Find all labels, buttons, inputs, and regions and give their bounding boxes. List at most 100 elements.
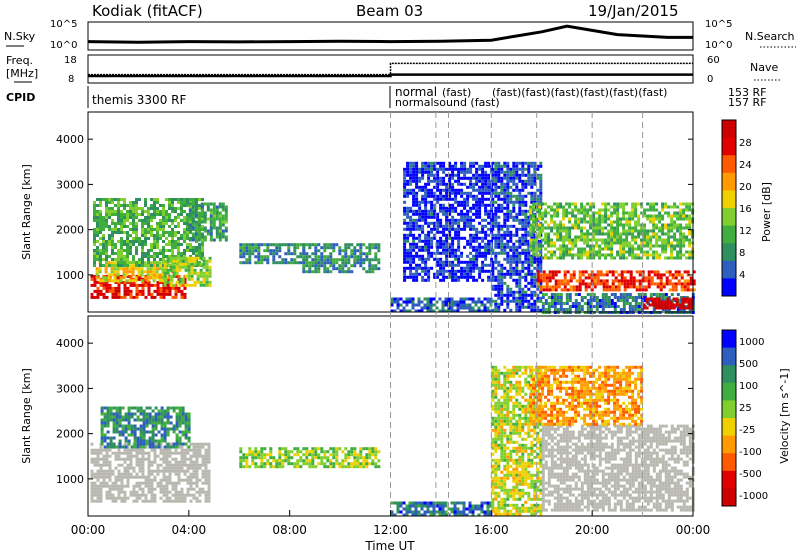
heatmap-cell bbox=[481, 182, 485, 186]
heatmap-cell bbox=[619, 238, 623, 242]
heatmap-cell bbox=[140, 279, 144, 283]
heatmap-cell bbox=[439, 266, 443, 270]
heatmap-cell bbox=[677, 270, 681, 274]
heatmap-cell bbox=[676, 238, 680, 242]
heatmap-cell bbox=[409, 164, 413, 168]
heatmap-cell bbox=[687, 300, 691, 304]
heatmap-cell bbox=[445, 275, 449, 279]
heatmap-cell bbox=[166, 262, 170, 266]
freq-series bbox=[88, 62, 693, 78]
heatmap-cell bbox=[415, 218, 419, 222]
heatmap-cell bbox=[93, 252, 96, 255]
heatmap-cell bbox=[481, 218, 485, 222]
heatmap-cell bbox=[487, 203, 491, 207]
heatmap-cell bbox=[577, 308, 581, 311]
heatmap-cell bbox=[472, 236, 476, 240]
heatmap-cell bbox=[500, 275, 504, 279]
heatmap-cell bbox=[198, 490, 202, 494]
heatmap-cell bbox=[199, 274, 203, 278]
heatmap-cell bbox=[191, 223, 195, 227]
heatmap-cell bbox=[122, 270, 126, 274]
heatmap-cell bbox=[536, 164, 540, 168]
heatmap-cell bbox=[212, 220, 216, 224]
heatmap-cell bbox=[195, 442, 199, 446]
heatmap-cell bbox=[469, 209, 473, 213]
heatmap-cell bbox=[551, 285, 555, 289]
heatmap-cell bbox=[147, 466, 151, 470]
heatmap-cell bbox=[184, 262, 188, 266]
heatmap-cell bbox=[657, 306, 661, 310]
heatmap-cell bbox=[530, 284, 534, 288]
heatmap-cell bbox=[475, 245, 479, 249]
heatmap-cell bbox=[619, 223, 623, 227]
heatmap-cell bbox=[359, 246, 363, 250]
heatmap-cell bbox=[93, 213, 96, 216]
heatmap-cell bbox=[439, 278, 443, 282]
heatmap-cell bbox=[143, 276, 147, 280]
heatmap-cell bbox=[158, 273, 162, 277]
heatmap-cell bbox=[424, 245, 428, 249]
heatmap-cell bbox=[90, 460, 94, 464]
heatmap-cell bbox=[117, 255, 120, 258]
heatmap-cell bbox=[646, 214, 650, 218]
heatmap-cell bbox=[590, 279, 594, 283]
heatmap-cell bbox=[126, 252, 129, 255]
heatmap-cell bbox=[622, 226, 626, 230]
heatmap-cell bbox=[186, 463, 190, 467]
heatmap-cell bbox=[463, 236, 467, 240]
heatmap-cell bbox=[131, 264, 135, 268]
heatmap-cell bbox=[409, 266, 413, 270]
heatmap-cell bbox=[96, 463, 100, 467]
heatmap-cell bbox=[418, 209, 422, 213]
heatmap-cell bbox=[138, 292, 142, 296]
heatmap-cell bbox=[481, 227, 485, 231]
heatmap-cell bbox=[254, 255, 258, 259]
heatmap-cell bbox=[637, 253, 641, 257]
heatmap-cell bbox=[601, 217, 605, 221]
heatmap-cell bbox=[613, 293, 617, 296]
heatmap-cell bbox=[688, 223, 692, 227]
heatmap-cell bbox=[186, 451, 190, 455]
heatmap-cell bbox=[682, 232, 686, 236]
heatmap-cell bbox=[147, 457, 151, 461]
heatmap-cell bbox=[105, 496, 109, 500]
noise-left-label: N.Sky bbox=[4, 30, 36, 43]
heatmap-cell bbox=[439, 224, 443, 228]
heatmap-cell bbox=[628, 293, 632, 296]
heatmap-cell bbox=[527, 260, 531, 264]
heatmap-cell bbox=[616, 241, 620, 245]
heatmap-cell bbox=[159, 292, 163, 296]
heatmap-cell bbox=[666, 300, 670, 304]
heatmap-cell bbox=[442, 194, 446, 198]
heatmap-cell bbox=[631, 235, 635, 239]
heatmap-cell bbox=[442, 224, 446, 228]
heatmap-cell bbox=[150, 207, 153, 210]
heatmap-cell bbox=[150, 219, 153, 222]
heatmap-cell bbox=[189, 493, 193, 497]
heatmap-cell bbox=[628, 226, 632, 230]
heatmap-cell bbox=[679, 241, 683, 245]
heatmap-cell bbox=[515, 197, 519, 201]
heatmap-cell bbox=[140, 267, 144, 271]
heatmap-cell bbox=[326, 246, 330, 250]
heatmap-cell bbox=[533, 236, 537, 240]
heatmap-cell bbox=[518, 257, 522, 261]
heatmap-cell bbox=[168, 255, 171, 258]
heatmap-cell bbox=[472, 161, 476, 165]
heatmap-cell bbox=[105, 246, 108, 249]
heatmap-cell bbox=[521, 185, 525, 189]
heatmap-cell bbox=[664, 256, 668, 260]
heatmap-cell bbox=[102, 295, 106, 299]
heatmap-cell bbox=[202, 262, 206, 266]
heatmap-cell bbox=[178, 283, 182, 287]
heatmap-cell bbox=[171, 201, 174, 204]
heatmap-cell bbox=[550, 244, 554, 248]
heatmap-cell bbox=[460, 260, 464, 264]
heatmap-cell bbox=[463, 191, 467, 195]
heatmap-cell bbox=[577, 256, 581, 260]
heatmap-cell bbox=[557, 279, 561, 283]
heatmap-cell bbox=[442, 230, 446, 234]
heatmap-cell bbox=[168, 481, 172, 485]
heatmap-cell bbox=[174, 292, 178, 296]
heatmap-cell bbox=[457, 278, 461, 282]
